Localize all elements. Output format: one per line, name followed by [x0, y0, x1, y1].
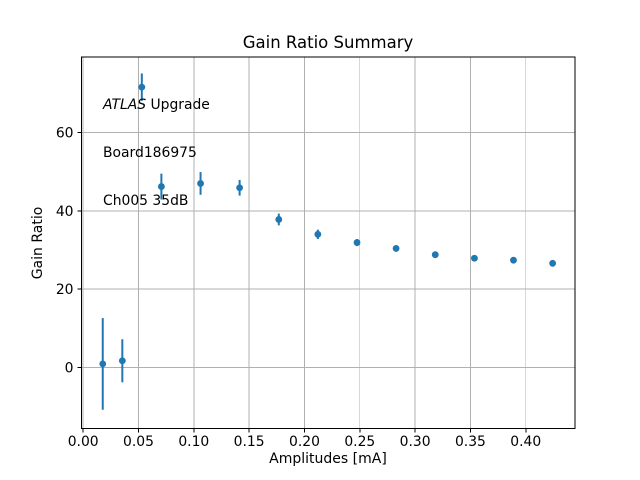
data-point-marker [431, 251, 439, 259]
data-point-marker [353, 239, 361, 246]
data-point-marker [275, 216, 283, 223]
data-point-marker [118, 357, 126, 365]
data-point-marker [549, 259, 557, 267]
x-tick-label: 0.30 [400, 434, 431, 450]
y-tick-label: 0 [65, 360, 74, 376]
chart-title: Gain Ratio Summary [242, 33, 414, 52]
annotation-block: ATLAS Upgrade Board186975 Ch005 35dB [103, 65, 210, 241]
y-axis-label: Gain Ratio [30, 206, 46, 280]
data-point-marker [471, 254, 478, 262]
data-point-marker [392, 245, 400, 252]
y-tick-label: 20 [56, 282, 74, 298]
annotation-line-board: Board186975 [103, 145, 197, 161]
annotation-line-channel: Ch005 35dB [103, 193, 189, 209]
x-tick-label: 0.00 [68, 434, 99, 450]
x-tick-label: 0.15 [234, 434, 265, 450]
annotation-line-experiment: ATLAS Upgrade [103, 97, 210, 113]
data-point-marker [314, 230, 322, 238]
x-tick-label: 0.20 [289, 434, 320, 450]
data-point-marker [157, 183, 165, 190]
data-point-marker [197, 180, 204, 187]
y-tick-label: 40 [56, 204, 74, 220]
data-point-marker [236, 184, 244, 192]
data-point-marker [99, 360, 107, 368]
x-tick-label: 0.05 [123, 434, 154, 450]
x-tick-label: 0.25 [344, 434, 375, 450]
experiment-name: ATLAS [103, 97, 147, 113]
x-tick-label: 0.10 [178, 434, 209, 450]
x-tick-label: 0.35 [455, 434, 486, 450]
data-point-marker [510, 256, 517, 264]
data-point-marker [138, 83, 146, 91]
x-tick-label: 0.40 [510, 434, 541, 450]
experiment-suffix: Upgrade [146, 97, 210, 113]
x-axis-label: Amplitudes [mA] [269, 451, 387, 467]
axes-frame [81, 56, 576, 429]
y-tick-label: 60 [56, 126, 74, 142]
